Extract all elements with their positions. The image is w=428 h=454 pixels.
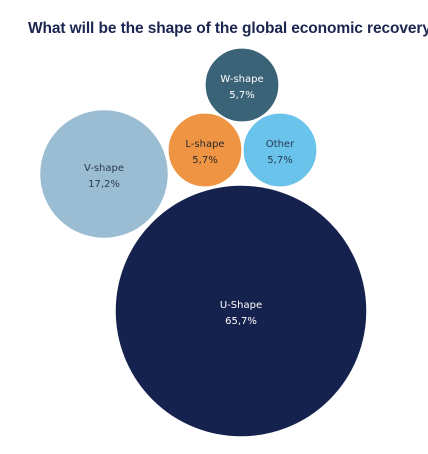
bubble-l-shape: L-shape 5,7% (167, 112, 243, 188)
bubble-value-label: 17,2% (88, 179, 120, 190)
bubble-name-label: U-Shape (220, 300, 262, 311)
bubble-circle-l-shape (167, 112, 243, 188)
bubble-w-shape: W-shape 5,7% (204, 47, 280, 123)
bubble-u-shape: U-Shape 65,7% (114, 184, 368, 438)
bubble-circle-v-shape (38, 108, 170, 240)
bubble-circle-w-shape (204, 47, 280, 123)
bubble-name-label: Other (266, 139, 295, 150)
bubble-value-label: 5,7% (267, 155, 292, 166)
bubble-name-label: W-shape (220, 74, 263, 85)
bubble-value-label: 5,7% (229, 90, 254, 101)
bubble-value-label: 65,7% (225, 316, 257, 327)
bubble-value-label: 5,7% (192, 155, 217, 166)
bubble-circle-u-shape (114, 184, 368, 438)
bubble-name-label: L-shape (185, 139, 224, 150)
bubble-name-label: V-shape (84, 163, 124, 174)
bubble-v-shape: V-shape 17,2% (38, 108, 170, 240)
bubble-circle-other (242, 112, 318, 188)
chart-title: What will be the shape of the global eco… (28, 20, 428, 37)
bubble-other: Other 5,7% (242, 112, 318, 188)
